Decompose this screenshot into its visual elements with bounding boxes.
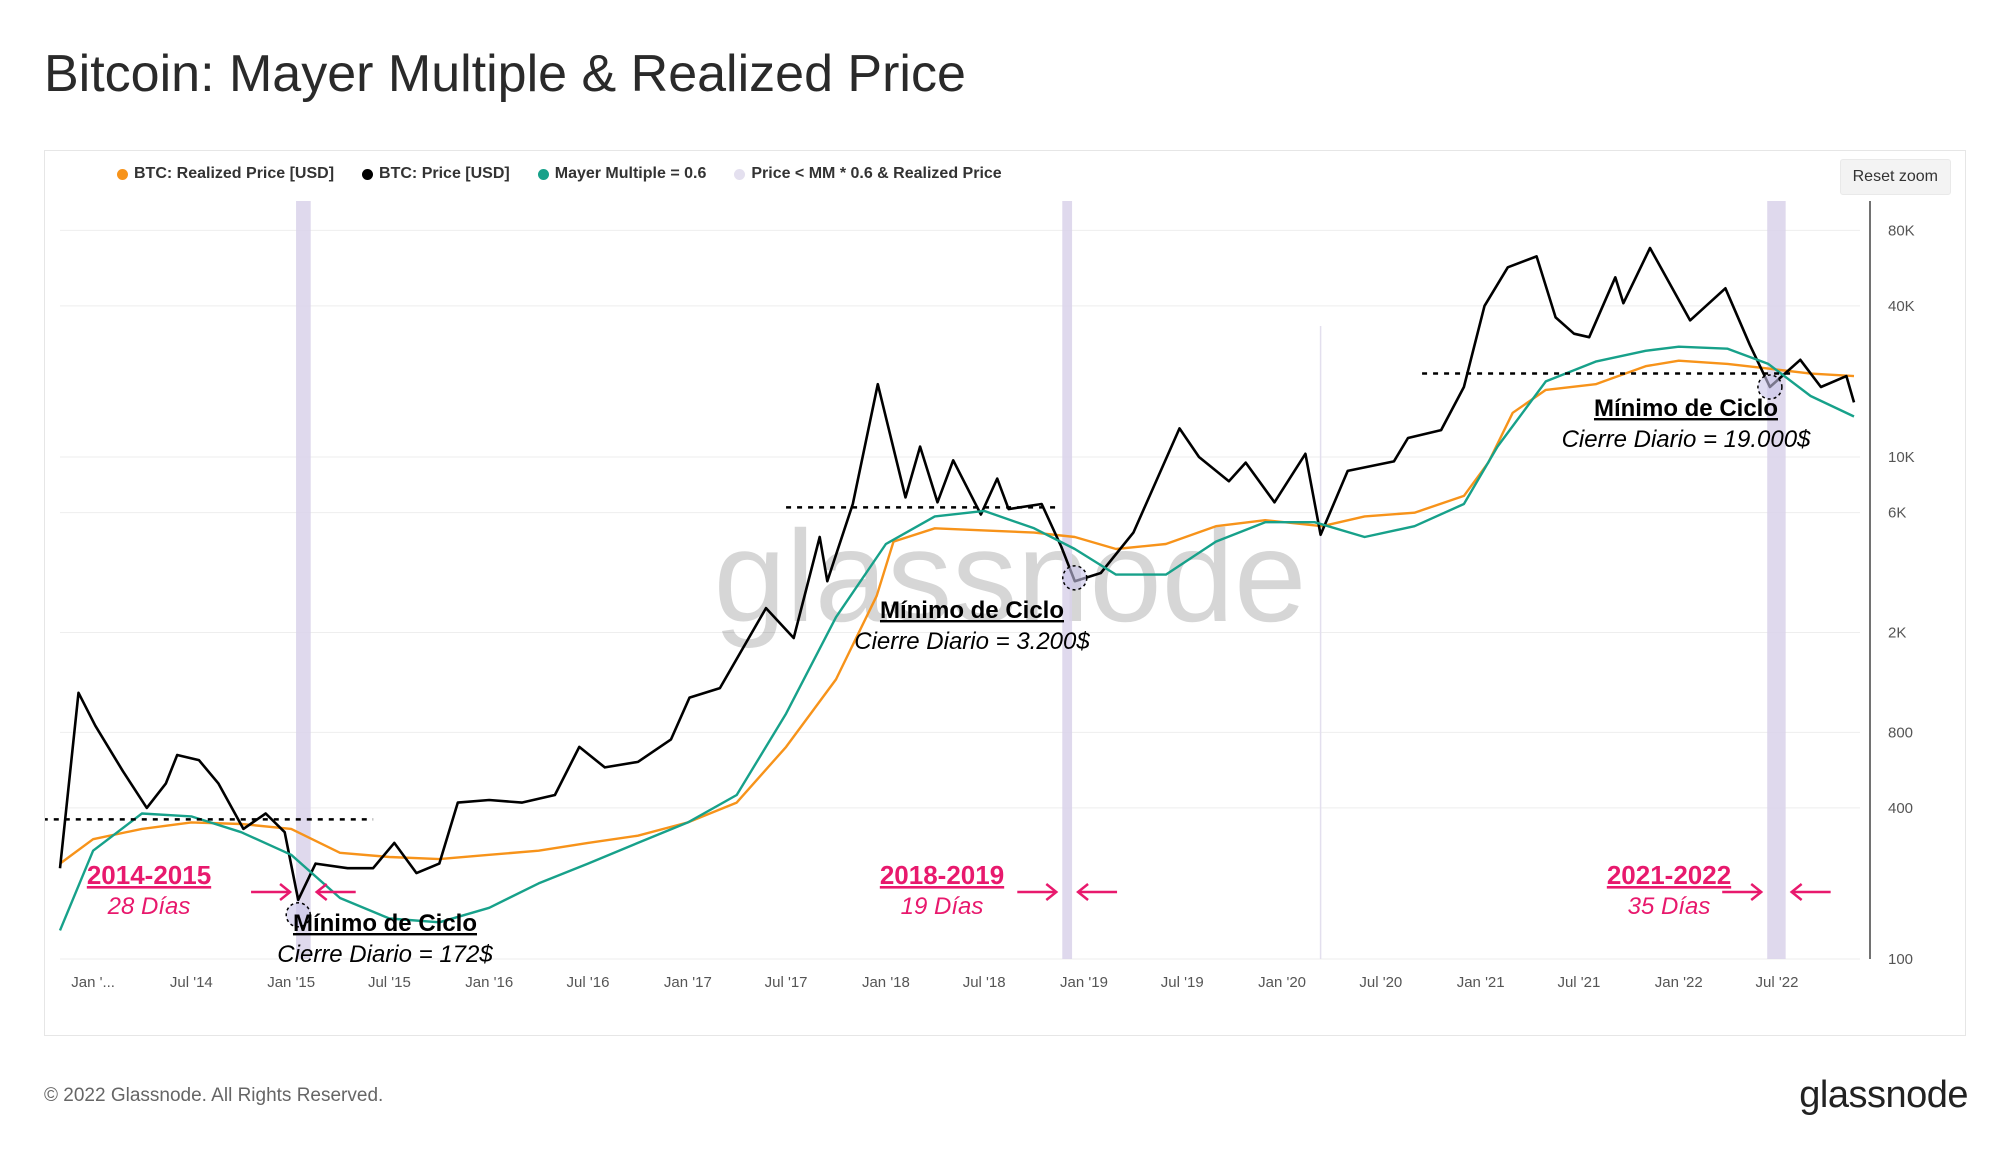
cycle-low-circle (1757, 374, 1783, 400)
y-tick-label: 2K (1888, 624, 1906, 641)
arrow-right-head-icon (1045, 883, 1059, 901)
arrow-right-head-icon (279, 883, 293, 901)
y-tick-label: 10K (1888, 449, 1915, 466)
chart-container[interactable]: BTC: Realized Price [USD] BTC: Price [US… (44, 150, 1966, 1036)
x-tick-label: Jul '17 (765, 974, 808, 991)
footer-copyright: © 2022 Glassnode. All Rights Reserved. (44, 1085, 384, 1106)
legend-label-band: Price < MM * 0.6 & Realized Price (751, 165, 1002, 182)
x-tick-label: Jul '21 (1557, 974, 1600, 991)
x-tick-label: Jan '16 (465, 974, 513, 991)
period-days: 35 Días (1628, 893, 1711, 920)
legend-label-realized: BTC: Realized Price [USD] (134, 165, 335, 182)
watermark-text: glassnode (714, 503, 1307, 649)
x-tick-label: Jan '15 (267, 974, 315, 991)
signal-band (1767, 201, 1786, 959)
cycle-low-circle (1062, 565, 1088, 591)
cycle-low-circle (285, 902, 311, 928)
y-tick-label: 80K (1888, 222, 1915, 239)
series-line-price (58, 246, 1856, 902)
x-tick-label: Jan '... (71, 974, 115, 991)
cycle-low-subtitle: Cierre Diario = 172$ (277, 941, 493, 968)
y-tick-label: 40K (1888, 298, 1915, 315)
y-tick-label: 100 (1888, 951, 1913, 968)
legend-item-band[interactable]: Price < MM * 0.6 & Realized Price (734, 165, 1002, 183)
cycle-low-title: Mínimo de Ciclo (880, 597, 1064, 624)
reset-zoom-button[interactable]: Reset zoom (1839, 159, 1951, 195)
page-title: Bitcoin: Mayer Multiple & Realized Price (44, 45, 966, 103)
x-tick-label: Jul '22 (1756, 974, 1799, 991)
arrow-left-head-icon (1789, 883, 1803, 901)
cycle-low-subtitle: Cierre Diario = 3.200$ (854, 628, 1090, 655)
x-tick-label: Jul '19 (1161, 974, 1204, 991)
x-tick-label: Jan '21 (1457, 974, 1505, 991)
x-tick-label: Jan '20 (1258, 974, 1306, 991)
x-tick-label: Jan '18 (862, 974, 910, 991)
series-line-realized (59, 359, 1855, 865)
x-tick-label: Jul '18 (963, 974, 1006, 991)
legend-label-price: BTC: Price [USD] (379, 165, 510, 182)
signal-band (296, 201, 311, 959)
cycle-low-title: Mínimo de Ciclo (1594, 395, 1778, 422)
legend-item-price[interactable]: BTC: Price [USD] (362, 165, 510, 183)
legend-item-mayer-multiple[interactable]: Mayer Multiple = 0.6 (537, 165, 707, 183)
arrow-right-head-icon (1750, 883, 1764, 901)
glassnode-logo[interactable]: glassnode (1799, 1074, 1968, 1116)
x-tick-label: Jul '20 (1359, 974, 1402, 991)
x-tick-label: Jul '15 (368, 974, 411, 991)
legend-dot-realized (117, 168, 128, 180)
legend-label-mayer: Mayer Multiple = 0.6 (554, 165, 707, 182)
legend-item-realized-price[interactable]: BTC: Realized Price [USD] (117, 165, 334, 183)
period-days: 28 Días (107, 893, 191, 920)
y-tick-label: 400 (1888, 800, 1913, 817)
legend-dot-price (362, 168, 374, 180)
chart-svg: 100 400 800 2K 6K 10K 40K 80K Jan '... Jul '14 Jan… (45, 201, 1915, 991)
x-tick-label: Jul '16 (567, 974, 610, 991)
period-label: 2021-2022 (1607, 860, 1731, 890)
y-tick-label: 6K (1888, 505, 1906, 522)
arrow-left-head-icon (1076, 883, 1089, 901)
series-line-mayer (58, 345, 1855, 931)
cycle-low-title: Mínimo de Ciclo (293, 910, 477, 937)
legend-dot-mayer (537, 168, 549, 180)
x-tick-label: Jan '17 (664, 974, 712, 991)
x-tick-label: Jan '22 (1655, 974, 1703, 991)
legend-dot-band (734, 168, 746, 180)
arrow-left-head-icon (314, 883, 328, 901)
period-days: 19 Días (901, 893, 984, 920)
y-tick-label: 800 (1888, 724, 1913, 741)
cycle-low-subtitle: Cierre Diario = 19.000$ (1562, 426, 1811, 453)
period-label: 2018-2019 (880, 860, 1004, 890)
period-label: 2014-2015 (87, 860, 211, 890)
x-tick-label: Jul '14 (170, 974, 213, 991)
x-tick-label: Jan '19 (1060, 974, 1108, 991)
chart-legend: BTC: Realized Price [USD] BTC: Price [US… (117, 165, 1002, 183)
